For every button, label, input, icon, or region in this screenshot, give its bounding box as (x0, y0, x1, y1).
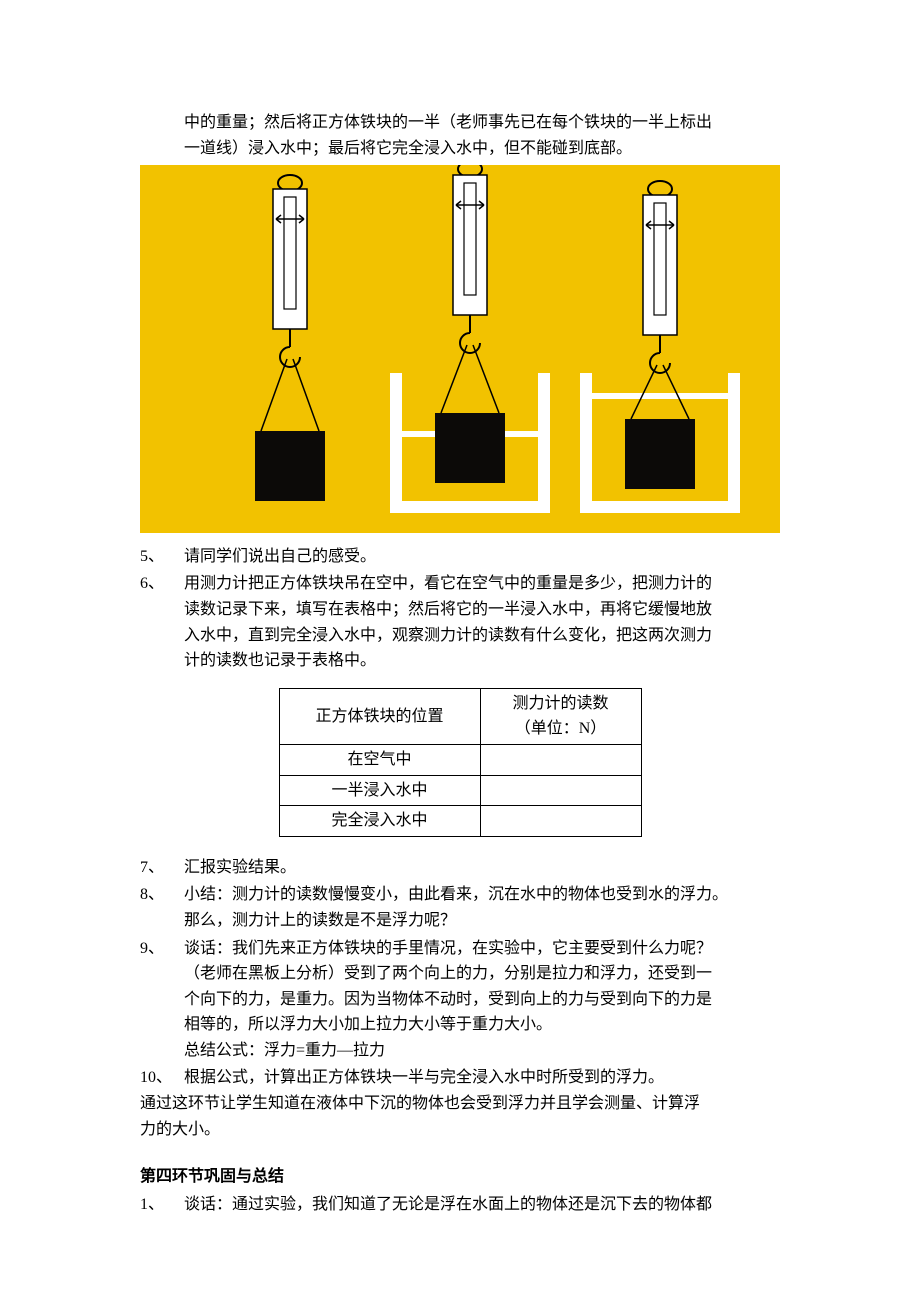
item-10: 10、 根据公式，计算出正方体铁块一半与完全浸入水中时所受到的浮力。 (140, 1065, 780, 1091)
table-head-position: 正方体铁块的位置 (279, 688, 480, 744)
item-6-num: 6、 (140, 571, 184, 673)
tail-line-1: 通过这环节让学生知道在液体中下沉的物体也会受到浮力并且学会测量、计算浮 (140, 1091, 780, 1117)
item-9-line-5: 总结公式：浮力=重力—拉力 (184, 1038, 780, 1064)
item-6-line-4: 计的读数也记录于表格中。 (184, 648, 780, 674)
intro-line-2: 一道线）浸入水中；最后将它完全浸入水中，但不能碰到底部。 (140, 136, 780, 162)
experiment-diagram (140, 165, 780, 533)
section-4-item-1: 1、 谈话：通过实验，我们知道了无论是浮在水面上的物体还是沉下去的物体都 (140, 1192, 780, 1218)
section-4-title: 第四环节巩固与总结 (140, 1164, 780, 1190)
item-5: 5、 请同学们说出自己的感受。 (140, 544, 780, 570)
item-5-num: 5、 (140, 544, 184, 570)
intro-line-1: 中的重量；然后将正方体铁块的一半（老师事先已在每个铁块的一半上标出 (140, 110, 780, 136)
item-9-line-4: 相等的，所以浮力大小加上拉力大小等于重力大小。 (184, 1012, 780, 1038)
table-cell-pos-2: 一半浸入水中 (279, 775, 480, 806)
item-9-body: 谈话：我们先来正方体铁块的手里情况，在实验中，它主要受到什么力呢？ （老师在黑板… (184, 936, 780, 1064)
item-9-line-2: （老师在黑板上分析）受到了两个向上的力，分别是拉力和浮力，还受到一 (184, 961, 780, 987)
item-6-line-3: 入水中，直到完全浸入水中，观察测力计的读数有什么变化，把这两次测力 (184, 623, 780, 649)
data-table: 正方体铁块的位置 测力计的读数 （单位：N） 在空气中 一半浸入水中 完全浸入水… (279, 688, 642, 837)
item-6-body: 用测力计把正方体铁块吊在空中，看它在空气中的重量是多少，把测力计的 读数记录下来… (184, 571, 780, 673)
item-8-num: 8、 (140, 882, 184, 933)
section-4-item-1-num: 1、 (140, 1192, 184, 1218)
item-5-text: 请同学们说出自己的感受。 (184, 544, 780, 570)
tail-line-2: 力的大小。 (140, 1117, 780, 1143)
table-cell-pos-3: 完全浸入水中 (279, 806, 480, 837)
data-table-wrap: 正方体铁块的位置 测力计的读数 （单位：N） 在空气中 一半浸入水中 完全浸入水… (140, 688, 780, 837)
table-cell-val-3 (480, 806, 641, 837)
item-8-body: 小结：测力计的读数慢慢变小，由此看来，沉在水中的物体也受到水的浮力。 那么，测力… (184, 882, 780, 933)
item-7: 7、 汇报实验结果。 (140, 855, 780, 881)
table-cell-val-1 (480, 744, 641, 775)
item-8: 8、 小结：测力计的读数慢慢变小，由此看来，沉在水中的物体也受到水的浮力。 那么… (140, 882, 780, 933)
item-7-text: 汇报实验结果。 (184, 855, 780, 881)
item-10-num: 10、 (140, 1065, 184, 1091)
section-4-item-1-text: 谈话：通过实验，我们知道了无论是浮在水面上的物体还是沉下去的物体都 (184, 1192, 780, 1218)
table-row: 完全浸入水中 (279, 806, 641, 837)
item-8-line-2: 那么，测力计上的读数是不是浮力呢？ (184, 908, 780, 934)
table-head-reading: 测力计的读数 （单位：N） (480, 688, 641, 744)
table-cell-pos-1: 在空气中 (279, 744, 480, 775)
table-row: 在空气中 (279, 744, 641, 775)
table-row: 一半浸入水中 (279, 775, 641, 806)
item-10-text: 根据公式，计算出正方体铁块一半与完全浸入水中时所受到的浮力。 (184, 1065, 780, 1091)
item-6: 6、 用测力计把正方体铁块吊在空中，看它在空气中的重量是多少，把测力计的 读数记… (140, 571, 780, 673)
item-8-line-1: 小结：测力计的读数慢慢变小，由此看来，沉在水中的物体也受到水的浮力。 (184, 882, 780, 908)
table-cell-val-2 (480, 775, 641, 806)
item-9-line-3: 个向下的力，是重力。因为当物体不动时，受到向上的力与受到向下的力是 (184, 987, 780, 1013)
item-7-num: 7、 (140, 855, 184, 881)
item-6-line-1: 用测力计把正方体铁块吊在空中，看它在空气中的重量是多少，把测力计的 (184, 571, 780, 597)
page: 中的重量；然后将正方体铁块的一半（老师事先已在每个铁块的一半上标出 一道线）浸入… (0, 0, 920, 1302)
item-9: 9、 谈话：我们先来正方体铁块的手里情况，在实验中，它主要受到什么力呢？ （老师… (140, 936, 780, 1064)
item-9-num: 9、 (140, 936, 184, 1064)
item-6-line-2: 读数记录下来，填写在表格中；然后将它的一半浸入水中，再将它缓慢地放 (184, 597, 780, 623)
item-9-line-1: 谈话：我们先来正方体铁块的手里情况，在实验中，它主要受到什么力呢？ (184, 936, 780, 962)
